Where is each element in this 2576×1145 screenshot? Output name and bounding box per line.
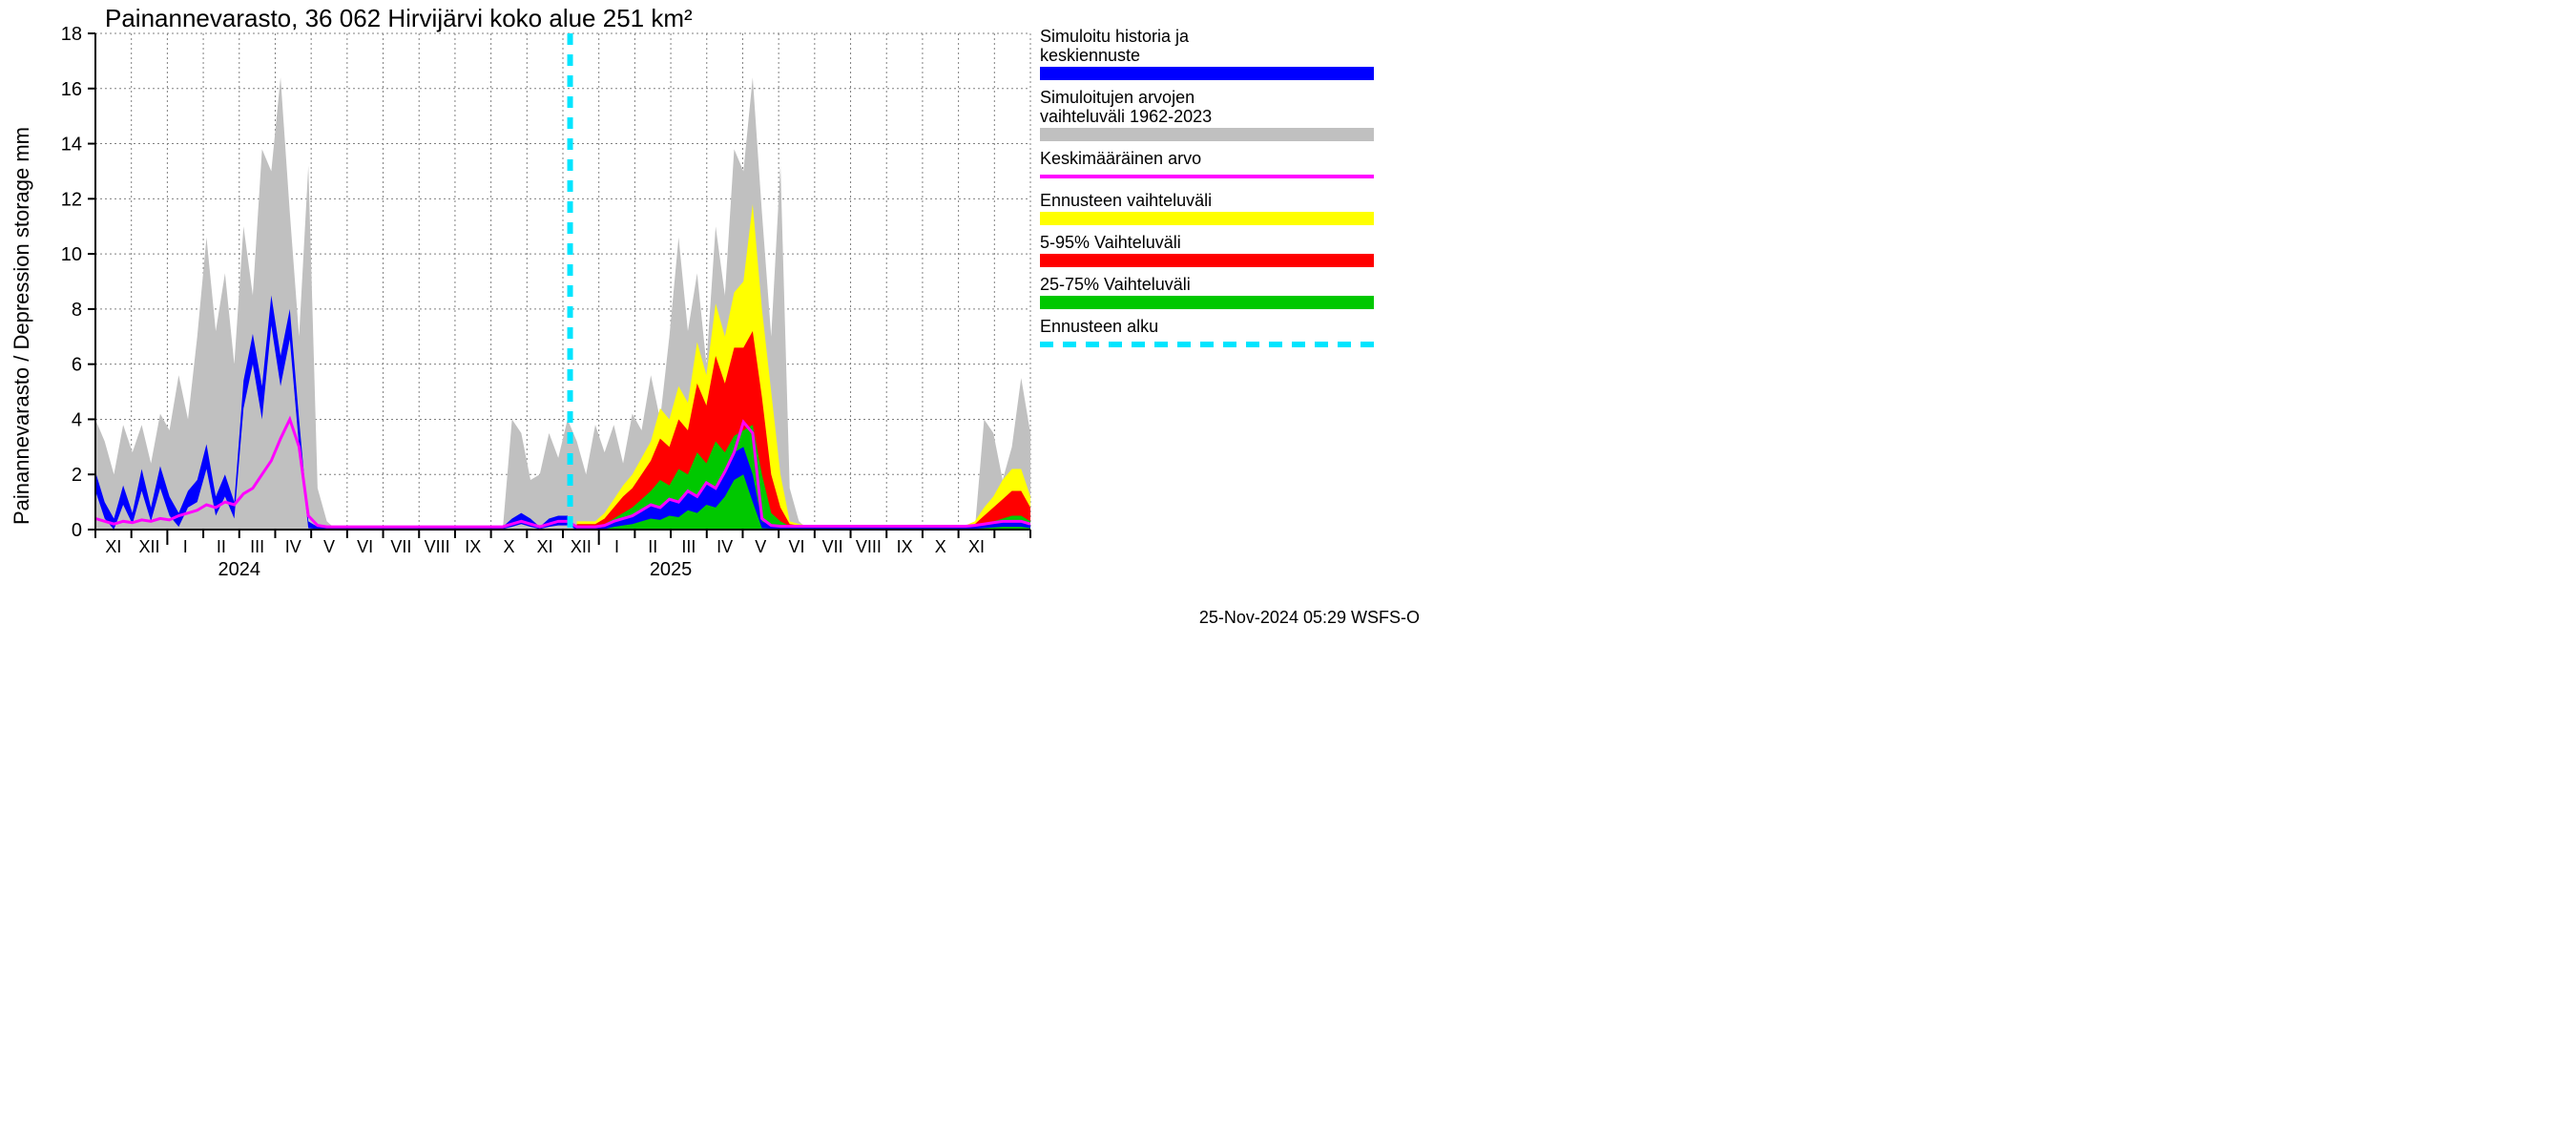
x-month-label: VII: [390, 537, 411, 556]
legend-label: 25-75% Vaihteluväli: [1040, 275, 1191, 294]
legend-swatch: [1040, 296, 1374, 309]
y-tick-label: 8: [72, 300, 82, 321]
y-tick-label: 6: [72, 355, 82, 376]
x-month-label: VIII: [856, 537, 882, 556]
x-month-label: II: [217, 537, 226, 556]
footer-timestamp: 25-Nov-2024 05:29 WSFS-O: [1199, 608, 1420, 627]
x-month-label: X: [503, 537, 514, 556]
x-month-label: I: [614, 537, 619, 556]
x-month-label: VI: [357, 537, 373, 556]
legend-label: Keskimääräinen arvo: [1040, 149, 1201, 168]
chart-title: Painannevarasto, 36 062 Hirvijärvi koko …: [105, 4, 693, 32]
y-tick-label: 4: [72, 409, 82, 430]
x-month-label: IX: [897, 537, 913, 556]
legend-label: vaihteluväli 1962-2023: [1040, 107, 1212, 126]
y-tick-label: 14: [61, 135, 82, 156]
x-month-label: XI: [968, 537, 985, 556]
x-month-label: V: [323, 537, 335, 556]
y-tick-label: 18: [61, 24, 82, 45]
x-month-label: VIII: [425, 537, 450, 556]
x-month-label: I: [183, 537, 188, 556]
y-tick-label: 0: [72, 520, 82, 541]
x-month-label: VII: [822, 537, 843, 556]
x-year-label: 2024: [218, 559, 261, 580]
x-month-label: VI: [788, 537, 804, 556]
legend-label: keskiennuste: [1040, 46, 1140, 65]
y-tick-label: 2: [72, 465, 82, 486]
x-month-label: IX: [465, 537, 481, 556]
y-axis-label: Painannevarasto / Depression storage mm: [10, 127, 33, 525]
x-month-label: V: [755, 537, 766, 556]
x-month-label: XII: [571, 537, 592, 556]
legend-swatch: [1040, 67, 1374, 80]
x-month-label: III: [681, 537, 696, 556]
x-month-label: XI: [105, 537, 121, 556]
y-tick-label: 16: [61, 79, 82, 100]
legend-label: Simuloitujen arvojen: [1040, 88, 1195, 107]
x-month-label: IV: [717, 537, 733, 556]
legend-swatch: [1040, 128, 1374, 141]
legend-swatch: [1040, 254, 1374, 267]
legend-label: Ennusteen alku: [1040, 317, 1158, 336]
x-month-label: X: [935, 537, 946, 556]
x-month-label: XI: [537, 537, 553, 556]
legend-swatch: [1040, 212, 1374, 225]
x-month-label: III: [250, 537, 264, 556]
chart-container: 024681012141618XIXIIIIIIIIIVVVIVIIVIIIIX…: [0, 0, 1431, 636]
x-month-label: XII: [139, 537, 160, 556]
y-tick-label: 10: [61, 244, 82, 265]
x-month-label: II: [648, 537, 657, 556]
legend-label: Ennusteen vaihteluväli: [1040, 191, 1212, 210]
y-tick-label: 12: [61, 189, 82, 210]
x-month-label: IV: [285, 537, 301, 556]
chart-svg: 024681012141618XIXIIIIIIIIIVVVIVIIVIIIIX…: [0, 0, 1431, 636]
x-year-label: 2025: [650, 559, 693, 580]
legend-label: 5-95% Vaihteluväli: [1040, 233, 1181, 252]
legend-label: Simuloitu historia ja: [1040, 27, 1190, 46]
